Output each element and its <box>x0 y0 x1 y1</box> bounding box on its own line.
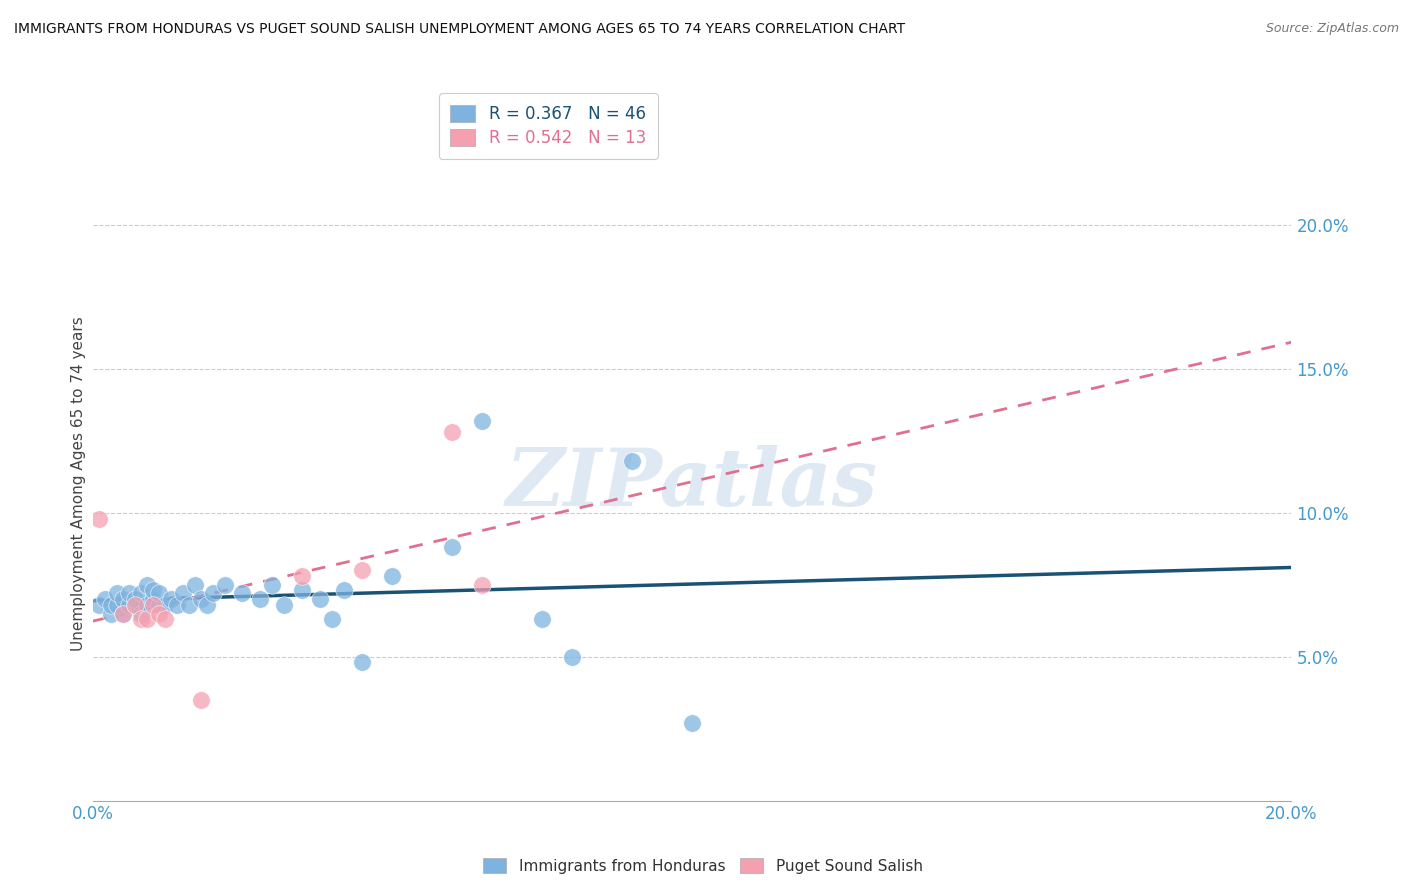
Point <box>142 598 165 612</box>
Point <box>87 598 110 612</box>
Point <box>111 607 134 621</box>
Point <box>172 586 194 600</box>
Point <box>111 592 134 607</box>
Point <box>381 569 404 583</box>
Point <box>471 414 494 428</box>
Point <box>441 425 464 439</box>
Point <box>159 592 181 607</box>
Point <box>153 612 176 626</box>
Point <box>148 607 170 621</box>
Point <box>621 454 644 468</box>
Point <box>148 598 170 612</box>
Point <box>195 598 218 612</box>
Point <box>352 563 374 577</box>
Point <box>249 592 271 607</box>
Point <box>333 583 356 598</box>
Point <box>201 586 224 600</box>
Point <box>291 569 314 583</box>
Point <box>309 592 332 607</box>
Point <box>105 598 128 612</box>
Point <box>124 592 146 607</box>
Point <box>111 607 134 621</box>
Point <box>352 656 374 670</box>
Point <box>190 592 212 607</box>
Point <box>231 586 253 600</box>
Point <box>100 598 122 612</box>
Point <box>531 612 554 626</box>
Point <box>148 586 170 600</box>
Point <box>129 607 152 621</box>
Point <box>166 598 188 612</box>
Point <box>135 578 157 592</box>
Point <box>142 592 165 607</box>
Point <box>135 598 157 612</box>
Point <box>183 578 205 592</box>
Point <box>93 592 115 607</box>
Point <box>124 598 146 612</box>
Legend: Immigrants from Honduras, Puget Sound Salish: Immigrants from Honduras, Puget Sound Sa… <box>477 852 929 880</box>
Point <box>273 598 295 612</box>
Point <box>153 598 176 612</box>
Point <box>441 541 464 555</box>
Point <box>87 511 110 525</box>
Point <box>177 598 200 612</box>
Text: Source: ZipAtlas.com: Source: ZipAtlas.com <box>1265 22 1399 36</box>
Point <box>681 715 703 730</box>
Point <box>117 586 139 600</box>
Point <box>214 578 236 592</box>
Point <box>142 583 165 598</box>
Point <box>135 612 157 626</box>
Point <box>262 578 284 592</box>
Text: IMMIGRANTS FROM HONDURAS VS PUGET SOUND SALISH UNEMPLOYMENT AMONG AGES 65 TO 74 : IMMIGRANTS FROM HONDURAS VS PUGET SOUND … <box>14 22 905 37</box>
Point <box>129 586 152 600</box>
Point <box>321 612 343 626</box>
Point <box>561 649 583 664</box>
Point <box>117 598 139 612</box>
Point <box>105 586 128 600</box>
Text: ZIPatlas: ZIPatlas <box>506 445 879 523</box>
Y-axis label: Unemployment Among Ages 65 to 74 years: Unemployment Among Ages 65 to 74 years <box>72 317 86 651</box>
Point <box>129 612 152 626</box>
Point <box>291 583 314 598</box>
Point <box>124 598 146 612</box>
Point <box>190 693 212 707</box>
Legend: R = 0.367   N = 46, R = 0.542   N = 13: R = 0.367 N = 46, R = 0.542 N = 13 <box>439 94 658 159</box>
Point <box>471 578 494 592</box>
Point <box>100 607 122 621</box>
